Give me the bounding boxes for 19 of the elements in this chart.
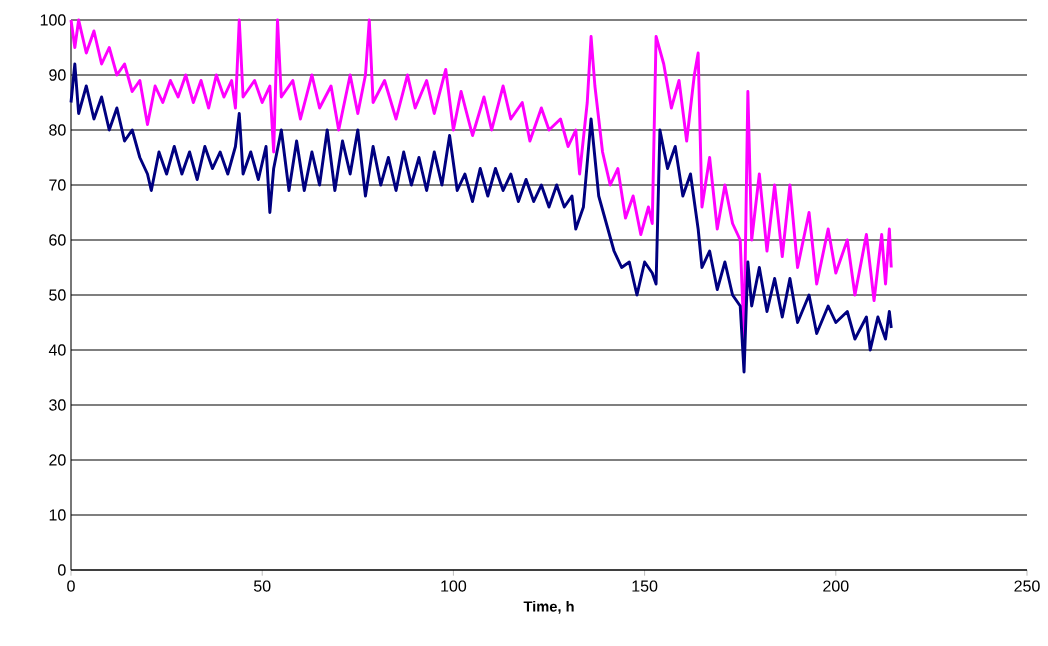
x-tick-label: 50	[253, 580, 271, 592]
y-tick-label: 100	[40, 14, 66, 26]
y-tick-label: 10	[49, 509, 66, 521]
line-series	[69, 18, 893, 341]
y-tick-label: 40	[48, 344, 66, 356]
y-tick-label: 20	[49, 454, 66, 466]
y-tick-label: 90	[49, 69, 66, 81]
y-tick-label: 80	[49, 124, 66, 136]
y-tick-label: 60	[49, 234, 66, 246]
x-tick-label: 0	[67, 580, 75, 592]
x-tick-label: 200	[823, 580, 849, 592]
x-tick-label: 100	[441, 580, 467, 592]
y-tick-label: 30	[49, 399, 66, 411]
y-tick-label: 0	[58, 564, 66, 576]
x-axis-title: Time, h	[523, 600, 574, 614]
x-tick-label: 250	[1014, 580, 1040, 592]
y-tick-label: 50	[49, 289, 66, 301]
x-tick-label: 150	[632, 580, 658, 592]
y-tick-label: 70	[49, 179, 66, 191]
